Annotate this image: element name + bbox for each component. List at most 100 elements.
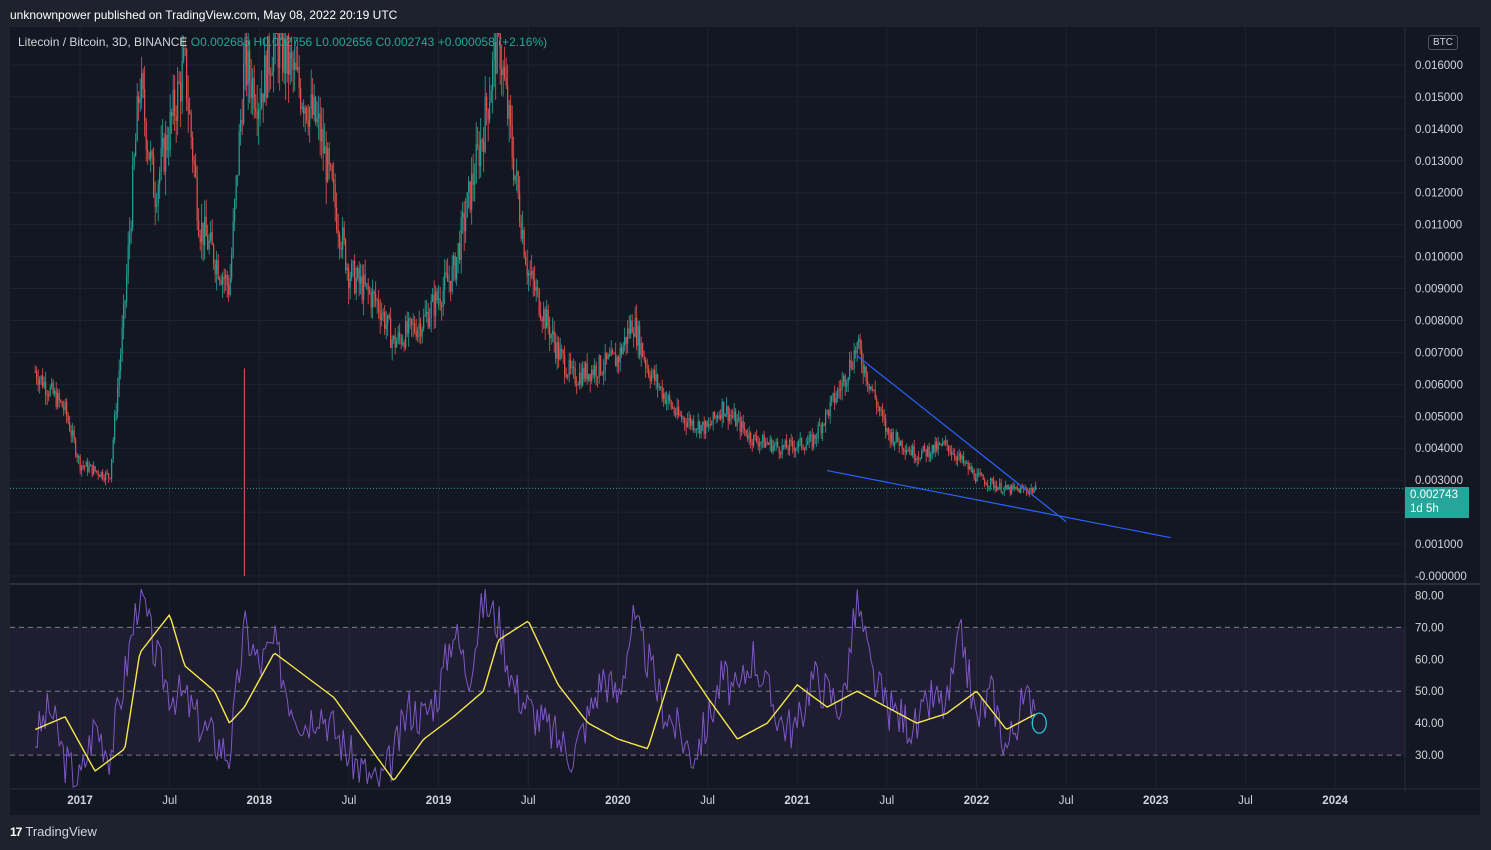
candle-body [204,216,206,246]
candle-body [376,300,378,302]
candle-body [739,417,741,433]
candle-body [543,308,545,322]
candle-body [153,155,155,198]
candle-body [540,314,542,320]
candle-body [496,33,498,74]
candle-body [913,445,915,459]
candle-body [982,475,984,480]
candle-body [178,81,180,83]
candle-body [625,337,627,344]
candle-body [774,444,776,446]
candle-body [967,462,969,470]
candle-body [607,355,609,359]
candle-body [136,96,138,141]
candle-body [972,470,974,473]
chart-frame[interactable]: 0.016000 0.015000 0.014000 0.013000 0.012000… [10,27,1480,815]
candle-body [721,401,723,419]
candle-body [669,395,671,401]
candle-body [427,311,429,328]
candle-body [472,173,474,185]
candle-body [993,480,995,488]
chart-canvas[interactable]: 0.016000 0.015000 0.014000 0.013000 0.012000… [10,27,1480,815]
candle-body [639,326,641,356]
candle-body [594,365,596,376]
candle-body [958,453,960,457]
candle-body [46,394,48,396]
candle-body [315,97,317,123]
time-tick-label: 2022 [964,795,990,807]
candle-body [925,449,927,457]
candle-body [679,415,681,417]
candle-body [1018,488,1020,493]
candle-body [823,423,825,425]
candle-body [451,265,453,292]
candle-body [580,372,582,386]
candle-body [909,450,911,452]
candle-body [346,267,348,271]
candle-body [1014,486,1016,488]
candle-body [943,442,945,444]
candle-body [297,67,299,70]
candle-body [169,111,171,150]
candle-body [549,326,551,339]
candle-body [715,416,717,418]
candle-body [1002,492,1004,494]
candle-body [988,485,990,487]
price-tick-label: 0.015000 [1415,92,1463,104]
candle-body [154,197,156,207]
candle-body [183,48,185,62]
candle-body [666,400,668,404]
candle-body [285,39,287,74]
candle-body [258,109,260,120]
candle-body [66,401,68,416]
candle-body [738,417,740,419]
candle-body [318,113,320,118]
candle-body [273,37,275,72]
candle-body [682,418,684,420]
candle-body [408,318,410,334]
candle-body [745,429,747,436]
price-tick-label: -0.000000 [1415,571,1467,583]
candle-body [202,222,204,246]
currency-badge[interactable]: BTC [1428,35,1458,50]
candle-body [939,443,941,445]
candle-body [565,375,567,378]
candle-body [961,455,963,460]
candle-body [387,315,389,325]
candle-body [663,393,665,399]
candle-body [225,274,227,279]
candle-body [444,272,446,290]
candle-body [945,440,947,443]
candle-body [243,63,245,124]
candle-body [583,367,585,379]
candle-body [844,375,846,387]
candle-body [681,415,683,420]
candle-body [820,425,822,433]
candle-body [855,350,857,354]
candle-body [568,360,570,376]
candle-body [684,418,686,424]
candle-body [535,287,537,291]
candle-body [310,94,312,109]
candle-body [196,176,198,221]
candle-body [507,85,509,119]
candle-body [1012,485,1014,488]
candle-body [591,369,593,382]
candle-body [612,350,614,353]
candle-body [924,445,926,450]
candle-body [438,298,440,301]
candle-body [84,466,86,468]
candle-body [661,386,663,399]
candle-body [406,321,408,334]
candle-body [705,421,707,434]
candle-body [810,434,812,437]
candle-body [856,342,858,354]
candle-body [601,373,603,375]
candle-body [34,371,36,373]
footer[interactable]: 17 TradingView [10,824,97,839]
candle-body [805,444,807,450]
candle-body [864,366,866,374]
candle-body [919,458,921,460]
candle-body [237,174,239,177]
candle-body [220,280,222,285]
